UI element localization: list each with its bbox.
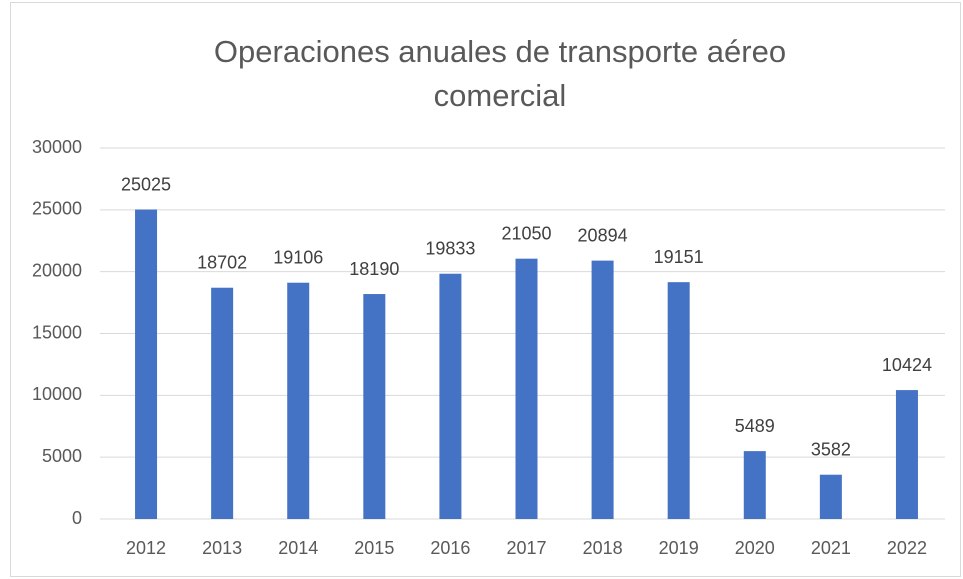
value-label: 19151 (654, 247, 704, 267)
y-tick-label: 30000 (32, 137, 82, 157)
bar (515, 258, 538, 519)
bar (211, 287, 234, 519)
y-tick-label: 25000 (32, 199, 82, 219)
chart-title: Operaciones anuales de transporte aéreo … (213, 34, 787, 113)
x-tick-label: 2014 (278, 538, 318, 558)
bar (667, 282, 690, 519)
bar (895, 390, 918, 519)
y-tick-label: 0 (72, 508, 82, 528)
x-tick-label: 2020 (735, 538, 775, 558)
x-tick-label: 2013 (202, 538, 242, 558)
value-label: 19833 (425, 238, 475, 258)
bar (135, 209, 158, 519)
x-tick-label: 2022 (887, 538, 927, 558)
value-label: 5489 (735, 416, 775, 436)
bar (819, 474, 842, 519)
chart-border (10, 2, 961, 577)
value-label: 21050 (501, 223, 551, 243)
bar (439, 273, 462, 519)
value-label: 3582 (811, 439, 851, 459)
y-tick-label: 15000 (32, 322, 82, 342)
value-label: 19106 (273, 247, 323, 267)
value-label: 20894 (578, 225, 628, 245)
bar (591, 260, 614, 519)
x-tick-label: 2017 (506, 538, 546, 558)
x-tick-label: 2016 (430, 538, 470, 558)
value-label: 18190 (349, 259, 399, 279)
x-tick-label: 2019 (659, 538, 699, 558)
value-label: 10424 (882, 355, 932, 375)
value-label: 25025 (121, 174, 171, 194)
value-label: 18702 (197, 252, 247, 272)
x-tick-label: 2018 (583, 538, 623, 558)
y-tick-label: 10000 (32, 384, 82, 404)
x-tick-label: 2015 (354, 538, 394, 558)
bar (287, 282, 310, 519)
bar (363, 294, 386, 519)
y-tick-label: 5000 (42, 446, 82, 466)
x-tick-label: 2012 (126, 538, 166, 558)
bar (743, 451, 766, 519)
y-tick-label: 20000 (32, 260, 82, 280)
x-tick-label: 2021 (811, 538, 851, 558)
